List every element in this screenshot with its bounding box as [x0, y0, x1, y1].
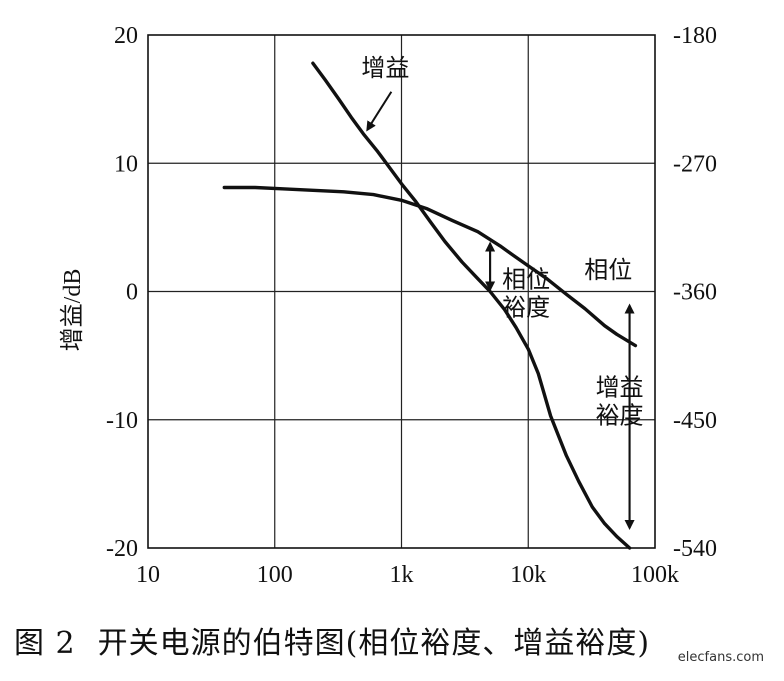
- plot-frame: [147, 34, 656, 549]
- series-lines: [222, 61, 638, 550]
- series-line-phase: [222, 185, 638, 348]
- y-tick-label: 20: [114, 23, 138, 49]
- y2-tick-label: -450: [673, 408, 717, 434]
- grid: [148, 35, 655, 548]
- annotation-phase-margin-label: 相位裕度: [502, 266, 550, 321]
- y2-tick-label: -540: [673, 536, 717, 562]
- x-tick-label: 100k: [631, 562, 679, 588]
- x-tick-label: 10: [136, 562, 160, 588]
- y-tick-label: 10: [114, 151, 138, 177]
- y-tick-label: 0: [126, 280, 138, 306]
- annotation-gain-margin-label: 增益裕度: [596, 375, 644, 430]
- y2-tick-label: -180: [673, 23, 717, 49]
- annotation-gain-label: 增益: [361, 55, 409, 82]
- y2-tick-label: -270: [673, 151, 717, 177]
- x-tick-label: 10k: [510, 562, 546, 588]
- x-tick-label: 100: [257, 562, 293, 588]
- x-tick-label: 1k: [390, 562, 414, 588]
- annotation-gain-arrow: [366, 91, 393, 132]
- watermark: elecfans.com: [677, 650, 764, 665]
- y-tick-label: -10: [106, 408, 138, 434]
- annotation-phase-label: 相位: [584, 257, 632, 284]
- y2-tick-label: -360: [673, 280, 717, 306]
- figure-number: 图 2: [14, 626, 76, 661]
- y-tick-label: -20: [106, 536, 138, 562]
- y-axis-right: -180 -270 -360 -450 -540: [673, 23, 717, 562]
- figure-caption-text: 开关电源的伯特图(相位裕度、增益裕度): [97, 626, 651, 661]
- figure-caption: 图 2 开关电源的伯特图(相位裕度、增益裕度): [14, 618, 672, 662]
- y-axis-left: 20 10 0 -10 -20: [106, 23, 138, 562]
- y-axis-label: 增益/dB: [59, 269, 86, 352]
- plot-border: [147, 34, 656, 549]
- series-line-gain: [311, 61, 632, 550]
- x-axis: 10 100 1k 10k 100k: [136, 562, 679, 588]
